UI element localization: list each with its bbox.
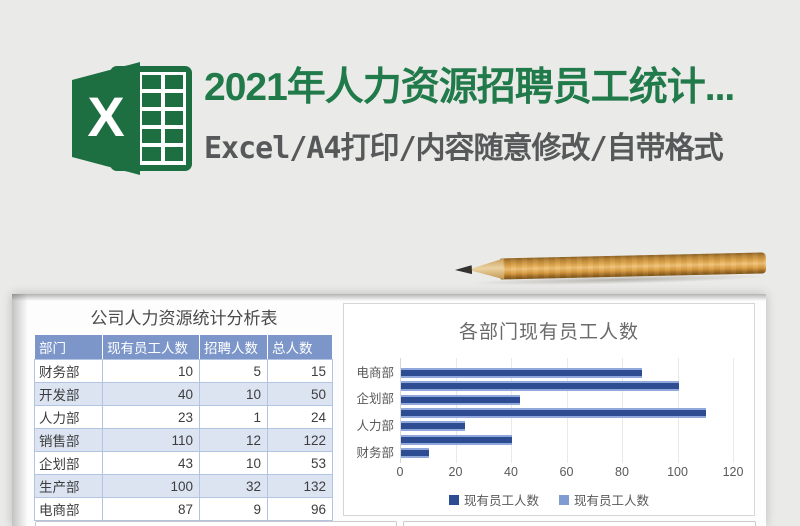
value-cell: 9 xyxy=(199,497,268,521)
value-cell: 122 xyxy=(267,428,333,452)
chart: 各部门现有员工人数 0 20 40 60 80 100 120 电商部企划部人力部财务部 现有… xyxy=(343,303,755,516)
value-cell: 10 xyxy=(199,382,268,406)
table-row: 开发部 40 10 50 xyxy=(34,382,333,406)
value-cell: 10 xyxy=(102,359,200,383)
column-header: 部门 xyxy=(34,334,103,360)
bar-生产部 xyxy=(401,381,679,392)
bar-开发部 xyxy=(401,434,512,445)
department-cell: 生产部 xyxy=(34,474,103,498)
column-header: 现有员工人数 xyxy=(102,334,200,360)
bar-人力部 xyxy=(401,421,465,432)
page-subtitle: Excel/A4打印/内容随意修改/自带格式 xyxy=(204,131,724,166)
bar-core xyxy=(401,396,521,403)
excel-logo-icon: X xyxy=(72,62,192,175)
value-cell: 87 xyxy=(102,497,200,521)
value-cell: 23 xyxy=(102,405,200,429)
x-tick-label: 120 xyxy=(722,465,744,479)
legend-swatch-icon xyxy=(448,494,459,505)
value-cell: 43 xyxy=(102,451,200,475)
value-cell: 5 xyxy=(199,359,268,383)
department-cell: 企划部 xyxy=(34,451,103,475)
hr-stats-table: 部门 现有员工人数 招聘人数 总人数 财务部 10 5 15 开发部 40 10 50 人力部 23 1 2… xyxy=(34,334,333,521)
bar-core xyxy=(401,370,643,376)
pencil-wood-cone xyxy=(468,258,504,280)
table-row: 财务部 10 5 15 xyxy=(34,359,333,383)
table-row: 人力部 23 1 24 xyxy=(34,405,333,429)
value-cell: 24 xyxy=(267,405,333,429)
category-label: 人力部 xyxy=(356,418,394,433)
bar-core xyxy=(401,410,707,417)
bar-企划部 xyxy=(401,394,521,405)
value-cell: 1 xyxy=(199,405,268,429)
bar-core xyxy=(401,423,465,430)
value-cell: 40 xyxy=(102,382,200,406)
value-cell: 53 xyxy=(267,451,333,475)
department-cell: 开发部 xyxy=(34,382,103,406)
page-title: 2021年人力资源招聘员工统计... xyxy=(204,66,735,109)
category-label: 企划部 xyxy=(356,392,394,407)
bar-电商部 xyxy=(401,368,643,378)
department-cell: 财务部 xyxy=(34,359,103,383)
x-tick-label: 60 xyxy=(559,465,574,479)
table-row: 电商部 87 9 96 xyxy=(34,497,333,521)
bar-core xyxy=(401,383,679,390)
bar-core xyxy=(401,450,429,457)
value-cell: 15 xyxy=(267,359,333,383)
value-cell: 132 xyxy=(267,474,333,498)
department-cell: 人力部 xyxy=(34,405,103,429)
table-row: 企划部 43 10 53 xyxy=(34,451,333,475)
logo-letter: X xyxy=(87,85,124,148)
column-header: 总人数 xyxy=(267,334,333,360)
gridline xyxy=(400,358,401,463)
x-tick-label: 80 xyxy=(615,465,629,479)
value-cell: 50 xyxy=(267,382,333,406)
legend-item: 现有员工人数 xyxy=(448,490,539,509)
worksheet-preview: 公司人力资源统计分析表 部门 现有员工人数 招聘人数 总人数 财务部 10 5 15 开发部 4… xyxy=(12,294,766,526)
category-label: 财务部 xyxy=(356,445,394,460)
x-tick-label: 20 xyxy=(448,465,463,479)
value-cell: 10 xyxy=(199,451,268,475)
department-cell: 电商部 xyxy=(34,497,103,521)
department-cell: 销售部 xyxy=(34,428,103,452)
legend-label: 现有员工人数 xyxy=(463,494,539,508)
x-tick-label: 40 xyxy=(504,465,518,479)
table-header-row: 部门 现有员工人数 招聘人数 总人数 xyxy=(34,334,333,360)
x-tick-label: 100 xyxy=(667,465,688,479)
column-header: 招聘人数 xyxy=(199,334,268,360)
bar-销售部 xyxy=(401,408,707,419)
legend-swatch-icon xyxy=(559,494,569,505)
x-tick-label: 0 xyxy=(396,465,404,479)
pencil-image xyxy=(452,247,769,292)
bar-core xyxy=(401,436,512,443)
bar-财务部 xyxy=(401,448,429,459)
value-cell: 12 xyxy=(199,428,268,452)
value-cell: 100 xyxy=(102,474,200,498)
legend-item: 现有员工人数 xyxy=(559,490,649,509)
pencil-graphite-tip xyxy=(455,265,472,274)
category-label: 电商部 xyxy=(356,365,394,380)
value-cell: 96 xyxy=(267,497,333,521)
legend-label: 现有员工人数 xyxy=(574,494,650,508)
chart-title: 各部门现有员工人数 xyxy=(458,322,639,343)
table-row: 生产部 100 32 132 xyxy=(34,474,333,498)
chart-legend: 现有员工人数 现有员工人数 xyxy=(344,490,754,509)
value-cell: 110 xyxy=(102,428,200,452)
value-cell: 32 xyxy=(199,474,268,498)
table-title: 公司人力资源统计分析表 xyxy=(90,309,278,328)
next-section-right-edge xyxy=(403,521,756,526)
table-row: 销售部 110 12 122 xyxy=(34,428,333,452)
gridline xyxy=(733,358,734,463)
excel-logo: X xyxy=(64,56,196,181)
next-section-left-edge xyxy=(35,521,397,526)
